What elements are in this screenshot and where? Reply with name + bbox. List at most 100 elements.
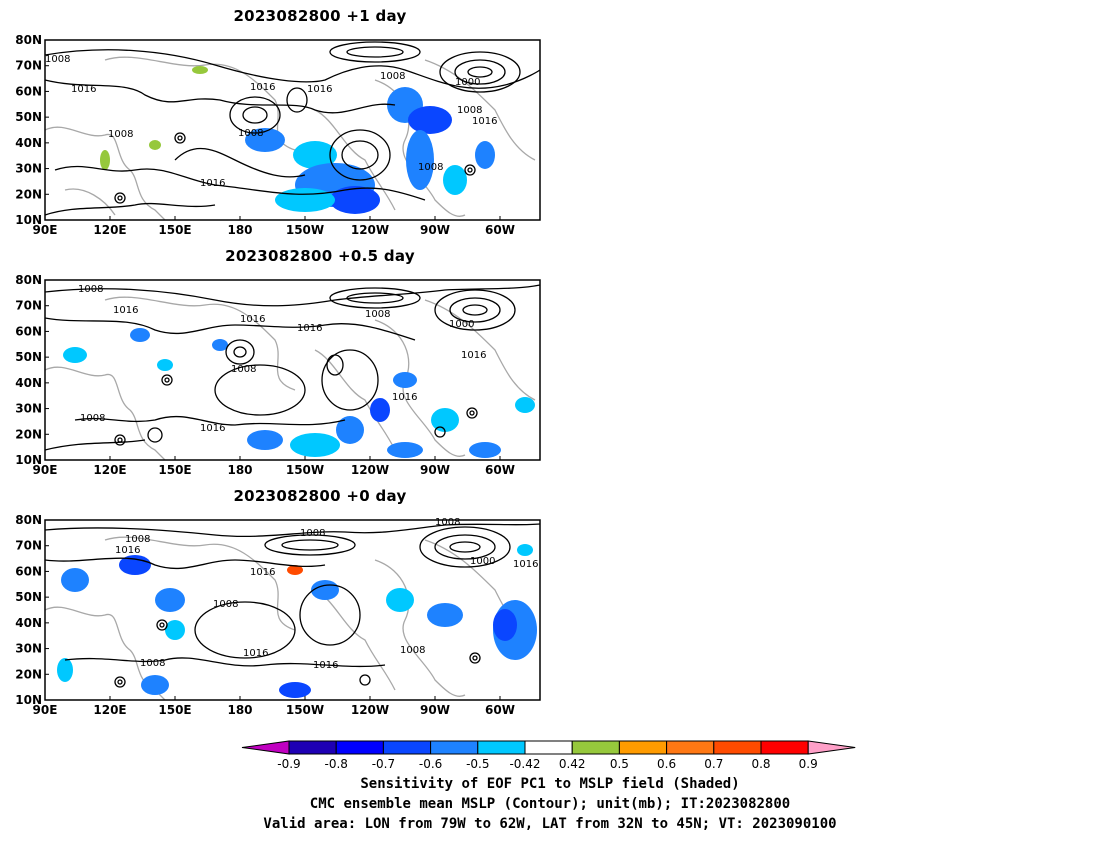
lon-tick-label: 120W [351, 463, 389, 477]
lon-tick-label: 60W [485, 463, 515, 477]
contour-label-1008: 1008 [45, 54, 70, 65]
colorbar-tick-label: 0.7 [704, 757, 723, 771]
contour-label-1016: 1016 [71, 84, 96, 95]
contour-label-1016: 1016 [200, 423, 225, 434]
lon-tick-label: 150W [286, 223, 324, 237]
colorbar-box [760, 740, 809, 755]
contour-label-1008: 1008 [78, 284, 103, 295]
map-frame [44, 39, 541, 221]
lat-tick-label: 20N [15, 427, 42, 441]
contour-label-1016: 1016 [240, 314, 265, 325]
lat-tick-label: 80N [15, 273, 42, 287]
lat-tick-label: 50N [15, 590, 42, 604]
lat-tick-label: 80N [15, 33, 42, 47]
contour-label-1008: 1008 [80, 413, 105, 424]
contour-label-1008: 1008 [238, 128, 263, 139]
lon-tick-label: 120W [351, 223, 389, 237]
colorbar-tick-label: 0.6 [657, 757, 676, 771]
caption-line-3: Valid area: LON from 79W to 62W, LAT fro… [263, 816, 837, 832]
contour-labels: 1008 1016 1008 1008 1000 1016 1016 1008 … [115, 517, 538, 671]
lon-tick-label: 90W [420, 463, 450, 477]
contour-label-1000: 1000 [470, 556, 495, 567]
contour-label-1008: 1008 [231, 364, 256, 375]
caption-line-2: CMC ensemble mean MSLP (Contour); unit(m… [309, 796, 791, 812]
colorbar-tick-label: -0.42 [509, 757, 540, 771]
lat-tick-label: 10N [15, 693, 42, 707]
lat-tick-label: 40N [15, 616, 42, 630]
contour-label-1008: 1008 [400, 645, 425, 656]
contour-labels: 1008 1016 1016 1016 1008 1000 1016 1008 … [78, 284, 486, 434]
contour-label-1000: 1000 [449, 319, 474, 330]
contour-layer [44, 41, 541, 216]
colorbar-box [571, 740, 620, 755]
shading-layer [63, 328, 535, 458]
shading-layer [57, 544, 537, 698]
lon-tick-label: 180 [227, 463, 252, 477]
lat-tick-label: 30N [15, 402, 42, 416]
contour-labels: 1008 1016 1016 1016 1008 1000 1008 1016 … [45, 54, 497, 189]
contour-label-1016: 1016 [250, 82, 275, 93]
lat-tick-label: 30N [15, 642, 42, 656]
contour-label-1008: 1008 [108, 129, 133, 140]
contour-label-1016: 1016 [472, 116, 497, 127]
lat-tick-label: 30N [15, 162, 42, 176]
contour-label-1000: 1000 [455, 77, 480, 88]
lon-tick-label: 180 [227, 223, 252, 237]
lon-tick-label: 180 [227, 703, 252, 717]
contour-label-1008: 1008 [125, 534, 150, 545]
contour-label-1008: 1008 [435, 517, 460, 528]
colorbar-tick-label: -0.6 [419, 757, 442, 771]
lon-tick-label: 90W [420, 703, 450, 717]
map-panel-3: 1008 1016 1008 1008 1000 1016 1016 1008 … [44, 517, 541, 701]
contour-layer [44, 284, 541, 451]
colorbar-tick-label: -0.5 [466, 757, 489, 771]
map-frame [44, 279, 541, 461]
lon-tick-label: 150W [286, 703, 324, 717]
lat-tick-label: 60N [15, 564, 42, 578]
contour-label-1016: 1016 [243, 648, 268, 659]
contour-label-1008: 1008 [213, 599, 238, 610]
contour-label-1008: 1008 [140, 658, 165, 669]
colorbar-tick-label: -0.8 [324, 757, 347, 771]
lat-tick-label: 40N [15, 376, 42, 390]
lat-tick-label: 80N [15, 513, 42, 527]
colorbar-tick-label: 0.8 [751, 757, 770, 771]
contour-label-1016: 1016 [513, 559, 538, 570]
panel-title-1: 2023082800 +1 day [233, 7, 407, 25]
contour-layer [44, 523, 541, 688]
lon-tick-label: 90E [33, 703, 58, 717]
colorbar-tick-label: 0.9 [799, 757, 818, 771]
colorbar-extend-low [241, 740, 290, 755]
contour-label-1016: 1016 [297, 323, 322, 334]
lat-tick-label: 20N [15, 667, 42, 681]
caption-line-1: Sensitivity of EOF PC1 to MSLP field (Sh… [360, 776, 740, 792]
contour-label-1016: 1016 [461, 350, 486, 361]
lon-tick-label: 90E [33, 223, 58, 237]
contour-label-1008: 1008 [300, 528, 325, 539]
colorbar-box [288, 740, 337, 755]
lat-tick-label: 10N [15, 213, 42, 227]
contour-label-1016: 1016 [313, 660, 338, 671]
panel-title-2: 2023082800 +0.5 day [225, 247, 415, 265]
lon-tick-label: 120E [93, 223, 126, 237]
colorbar-box [713, 740, 762, 755]
lon-tick-label: 60W [485, 223, 515, 237]
lat-tick-label: 60N [15, 84, 42, 98]
colorbar-box [618, 740, 668, 755]
colorbar-box [477, 740, 526, 755]
lon-tick-label: 120E [93, 463, 126, 477]
lat-tick-label: 40N [15, 136, 42, 150]
shading-layer [100, 66, 495, 214]
contour-label-1016: 1016 [115, 545, 140, 556]
lat-tick-label: 70N [15, 59, 42, 73]
lon-tick-label: 120W [351, 703, 389, 717]
colorbar-tick-label: -0.7 [372, 757, 395, 771]
lon-tick-label: 150E [158, 703, 191, 717]
lat-tick-label: 70N [15, 539, 42, 553]
lon-tick-label: 150E [158, 223, 191, 237]
lat-tick-label: 70N [15, 299, 42, 313]
colorbar-box [524, 740, 573, 755]
lon-tick-label: 150W [286, 463, 324, 477]
lat-tick-label: 20N [15, 187, 42, 201]
